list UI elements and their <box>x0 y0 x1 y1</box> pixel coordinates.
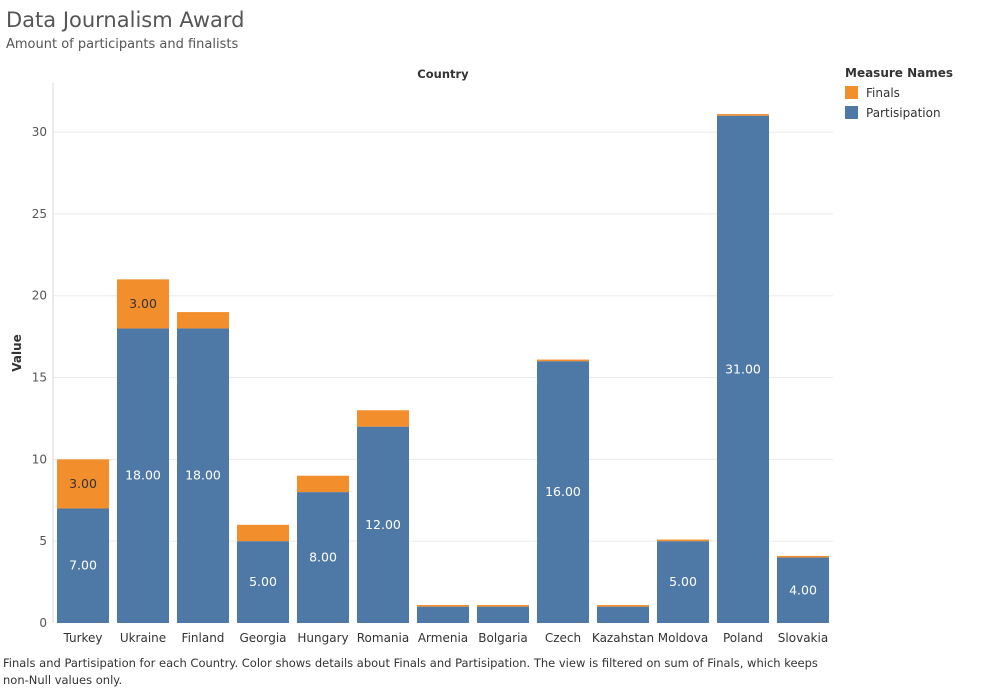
y-tick-label: 20 <box>32 289 47 303</box>
x-tick-label: Turkey <box>62 631 102 645</box>
bar-finals-turkey <box>57 459 109 509</box>
bar-partisipation-georgia <box>237 541 289 623</box>
y-tick-label: 25 <box>32 207 47 221</box>
x-tick-label: Ukraine <box>120 631 166 645</box>
bar-finals-ukraine <box>117 279 169 329</box>
bar-partisipation-czech <box>537 361 589 623</box>
column-header: Country <box>417 67 469 81</box>
bar-partisipation-poland <box>717 115 769 624</box>
x-tick-label: Finland <box>182 631 225 645</box>
x-tick-label: Poland <box>723 631 763 645</box>
bar-partisipation-kazahstan <box>597 606 649 623</box>
bar-finals-czech <box>537 359 589 362</box>
data-label: 18.00 <box>125 468 161 483</box>
y-tick-label: 0 <box>39 616 47 630</box>
y-tick-label: 30 <box>32 125 47 139</box>
data-label: 8.00 <box>309 550 337 565</box>
bar-partisipation-hungary <box>297 492 349 623</box>
x-tick-label: Bolgaria <box>478 631 528 645</box>
chart-subtitle: Amount of participants and finalists <box>6 37 239 52</box>
data-label: 18.00 <box>185 468 221 483</box>
y-tick-label: 5 <box>39 534 47 548</box>
bar-finals-bolgaria <box>477 605 529 607</box>
bar-finals-hungary <box>297 475 349 493</box>
legend-label-finals: Finals <box>866 85 900 100</box>
y-tick-label: 15 <box>32 371 47 385</box>
x-tick-label: Romania <box>357 631 409 645</box>
y-axis-label: Value <box>10 334 24 372</box>
bar-finals-romania <box>357 410 409 427</box>
legend-swatch-partisipation <box>845 106 858 119</box>
x-tick-label: Georgia <box>239 631 286 645</box>
data-label: 12.00 <box>365 517 401 532</box>
x-tick-label: Hungary <box>297 631 348 645</box>
bar-finals-moldova <box>657 539 709 542</box>
bar-partisipation-turkey <box>57 508 109 623</box>
legend-title: Measure Names <box>845 66 954 80</box>
x-tick-label: Slovakia <box>778 631 828 645</box>
bar-partisipation-bolgaria <box>477 606 529 623</box>
bar-finals-finland <box>177 312 229 329</box>
data-label: 4.00 <box>789 582 817 597</box>
data-label: 16.00 <box>545 484 581 499</box>
bar-finals-poland <box>717 114 769 116</box>
data-label: 7.00 <box>69 558 97 573</box>
bar-partisipation-finland <box>177 328 229 623</box>
chart-title: Data Journalism Award <box>6 8 245 32</box>
data-label: 3.00 <box>69 476 97 491</box>
x-tick-label: Czech <box>545 631 581 645</box>
bar-finals-georgia <box>237 524 289 542</box>
x-tick-label: Armenia <box>418 631 468 645</box>
legend-swatch-finals <box>845 86 858 99</box>
x-tick-label: Moldova <box>658 631 708 645</box>
bar-finals-armenia <box>417 605 469 607</box>
bar-finals-slovakia <box>777 555 829 558</box>
bar-finals-kazahstan <box>597 605 649 607</box>
x-tick-label: Kazahstan <box>592 631 654 645</box>
legend: Measure Names Finals Partisipation <box>845 66 953 121</box>
data-label: 3.00 <box>129 296 157 311</box>
bar-partisipation-moldova <box>657 541 709 623</box>
data-label: 5.00 <box>249 574 277 589</box>
bar-partisipation-romania <box>357 426 409 623</box>
data-label: 31.00 <box>725 361 761 376</box>
legend-item-finals[interactable]: Finals <box>845 84 953 101</box>
data-label: 5.00 <box>669 574 697 589</box>
legend-label-partisipation: Partisipation <box>866 105 941 120</box>
bar-partisipation-ukraine <box>117 328 169 623</box>
chart-caption: Finals and Partisipation for each Countr… <box>3 656 818 687</box>
legend-item-partisipation[interactable]: Partisipation <box>845 104 953 121</box>
bar-partisipation-armenia <box>417 606 469 623</box>
y-tick-label: 10 <box>32 452 47 466</box>
bar-partisipation-slovakia <box>777 557 829 623</box>
